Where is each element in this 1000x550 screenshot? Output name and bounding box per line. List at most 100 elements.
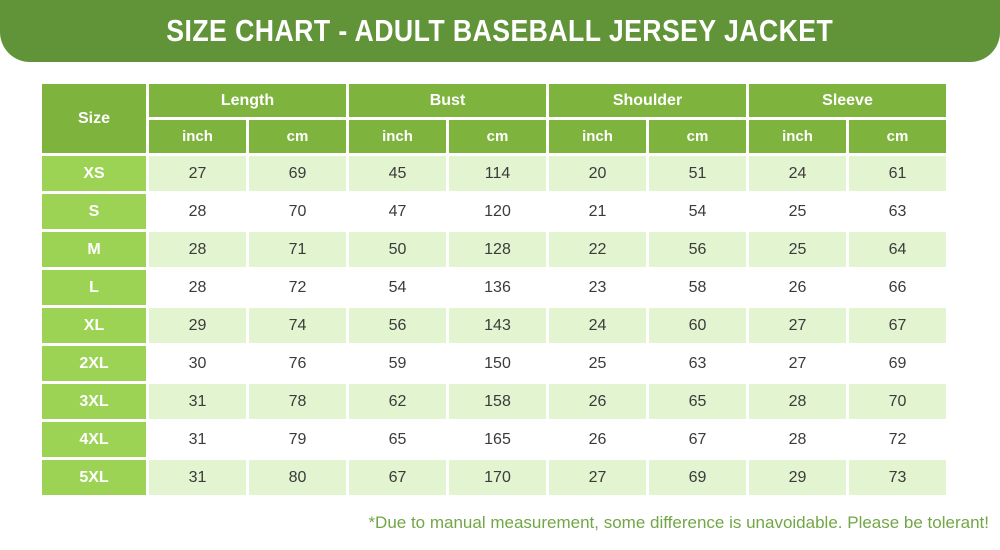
table-header: Size Length Bust Shoulder Sleeve inch cm… [42, 84, 946, 153]
value-cell: 158 [449, 384, 546, 419]
table-row: L 28 72 54 136 23 58 26 66 [42, 270, 946, 305]
value-cell: 114 [449, 156, 546, 191]
value-cell: 136 [449, 270, 546, 305]
value-cell: 56 [349, 308, 446, 343]
size-cell: 5XL [42, 460, 146, 495]
value-cell: 21 [549, 194, 646, 229]
size-cell: XS [42, 156, 146, 191]
value-cell: 58 [649, 270, 746, 305]
value-cell: 27 [749, 346, 846, 381]
value-cell: 28 [149, 270, 246, 305]
unit-header-inch: inch [749, 120, 846, 153]
value-cell: 26 [549, 384, 646, 419]
value-cell: 31 [149, 422, 246, 457]
unit-header-cm: cm [649, 120, 746, 153]
value-cell: 22 [549, 232, 646, 267]
value-cell: 28 [749, 384, 846, 419]
value-cell: 62 [349, 384, 446, 419]
size-cell: 3XL [42, 384, 146, 419]
size-cell: 2XL [42, 346, 146, 381]
value-cell: 26 [749, 270, 846, 305]
group-header-length: Length [149, 84, 346, 117]
value-cell: 80 [249, 460, 346, 495]
unit-header-inch: inch [549, 120, 646, 153]
value-cell: 25 [749, 232, 846, 267]
size-cell: S [42, 194, 146, 229]
value-cell: 54 [649, 194, 746, 229]
value-cell: 170 [449, 460, 546, 495]
size-cell: L [42, 270, 146, 305]
unit-header-row: inch cm inch cm inch cm inch cm [42, 120, 946, 153]
value-cell: 73 [849, 460, 946, 495]
value-cell: 51 [649, 156, 746, 191]
value-cell: 27 [749, 308, 846, 343]
value-cell: 65 [649, 384, 746, 419]
value-cell: 120 [449, 194, 546, 229]
value-cell: 31 [149, 384, 246, 419]
value-cell: 24 [549, 308, 646, 343]
table-row: 5XL 31 80 67 170 27 69 29 73 [42, 460, 946, 495]
value-cell: 20 [549, 156, 646, 191]
value-cell: 69 [249, 156, 346, 191]
value-cell: 24 [749, 156, 846, 191]
value-cell: 150 [449, 346, 546, 381]
value-cell: 54 [349, 270, 446, 305]
value-cell: 63 [649, 346, 746, 381]
value-cell: 47 [349, 194, 446, 229]
size-table-body: XS 27 69 45 114 20 51 24 61 S 28 70 47 120 21 54 25 63 M 28… [42, 156, 946, 495]
value-cell: 69 [849, 346, 946, 381]
group-header-shoulder: Shoulder [549, 84, 746, 117]
unit-header-cm: cm [849, 120, 946, 153]
value-cell: 78 [249, 384, 346, 419]
value-cell: 27 [549, 460, 646, 495]
size-cell: 4XL [42, 422, 146, 457]
value-cell: 165 [449, 422, 546, 457]
value-cell: 27 [149, 156, 246, 191]
value-cell: 50 [349, 232, 446, 267]
unit-header-inch: inch [149, 120, 246, 153]
measurement-note: *Due to manual measurement, some differe… [368, 513, 989, 532]
unit-header-inch: inch [349, 120, 446, 153]
value-cell: 67 [349, 460, 446, 495]
value-cell: 65 [349, 422, 446, 457]
group-header-bust: Bust [349, 84, 546, 117]
value-cell: 56 [649, 232, 746, 267]
value-cell: 66 [849, 270, 946, 305]
value-cell: 128 [449, 232, 546, 267]
value-cell: 67 [849, 308, 946, 343]
value-cell: 72 [249, 270, 346, 305]
table-row: XL 29 74 56 143 24 60 27 67 [42, 308, 946, 343]
value-cell: 64 [849, 232, 946, 267]
value-cell: 60 [649, 308, 746, 343]
value-cell: 79 [249, 422, 346, 457]
value-cell: 26 [549, 422, 646, 457]
value-cell: 63 [849, 194, 946, 229]
value-cell: 28 [749, 422, 846, 457]
size-cell: M [42, 232, 146, 267]
value-cell: 25 [749, 194, 846, 229]
value-cell: 76 [249, 346, 346, 381]
value-cell: 31 [149, 460, 246, 495]
size-cell: XL [42, 308, 146, 343]
title-banner: SIZE CHART - ADULT BASEBALL JERSEY JACKE… [0, 0, 1000, 62]
group-header-sleeve: Sleeve [749, 84, 946, 117]
value-cell: 29 [749, 460, 846, 495]
value-cell: 29 [149, 308, 246, 343]
value-cell: 70 [849, 384, 946, 419]
value-cell: 25 [549, 346, 646, 381]
value-cell: 45 [349, 156, 446, 191]
size-column-header: Size [42, 84, 146, 153]
table-row: M 28 71 50 128 22 56 25 64 [42, 232, 946, 267]
group-header-row: Size Length Bust Shoulder Sleeve [42, 84, 946, 153]
table-row: 2XL 30 76 59 150 25 63 27 69 [42, 346, 946, 381]
value-cell: 28 [149, 232, 246, 267]
value-cell: 71 [249, 232, 346, 267]
value-cell: 30 [149, 346, 246, 381]
table-row: XS 27 69 45 114 20 51 24 61 [42, 156, 946, 191]
value-cell: 23 [549, 270, 646, 305]
table-row: 3XL 31 78 62 158 26 65 28 70 [42, 384, 946, 419]
size-chart-table: Size Length Bust Shoulder Sleeve inch cm… [39, 81, 949, 498]
table-row: 4XL 31 79 65 165 26 67 28 72 [42, 422, 946, 457]
value-cell: 72 [849, 422, 946, 457]
